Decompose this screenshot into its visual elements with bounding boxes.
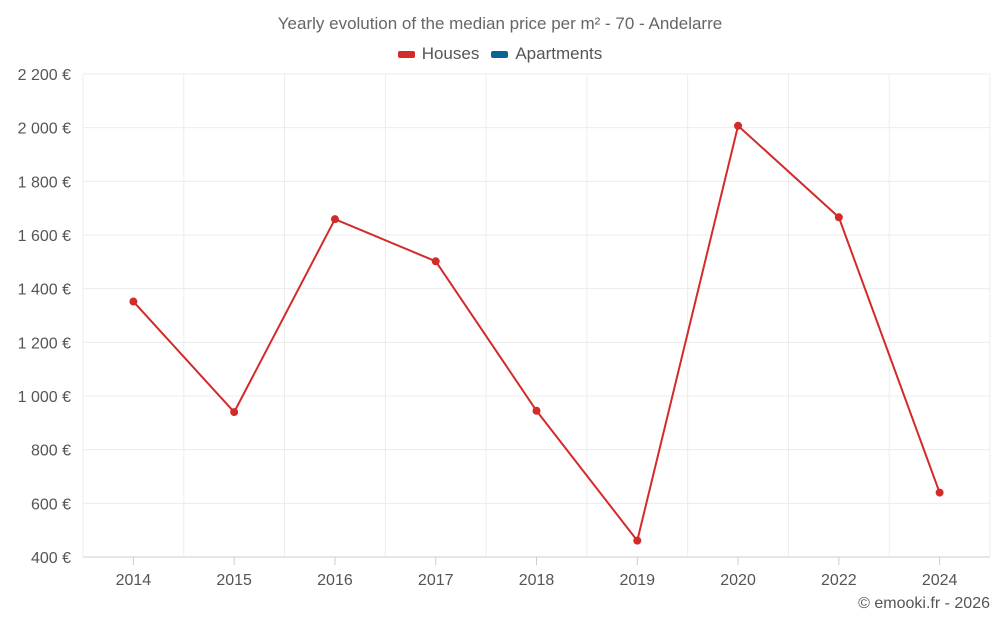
x-tick-label: 2015 [216,572,252,589]
data-point[interactable] [532,406,541,415]
y-tick-label: 1 800 € [18,174,71,191]
data-point[interactable] [230,408,239,417]
x-tick-label: 2020 [720,572,756,589]
series-group [129,121,944,545]
x-tick-label: 2018 [519,572,555,589]
x-tick-label: 2017 [418,572,454,589]
data-point[interactable] [734,121,743,130]
y-tick-label: 800 € [31,443,71,460]
credits[interactable]: © emooki.fr - 2026 [858,595,990,612]
grid [82,73,991,558]
y-tick-label: 400 € [31,550,71,567]
x-tick-label: 2024 [922,572,958,589]
y-tick-label: 1 000 € [18,389,71,406]
series-line-houses [132,124,941,542]
y-tick-label: 1 200 € [18,335,71,352]
legend-item-houses[interactable]: Houses [397,44,480,64]
y-tick-label: 2 000 € [18,121,71,138]
data-point[interactable] [330,215,339,224]
y-tick-label: 2 200 € [18,67,71,84]
x-tick-label: 2019 [619,572,655,589]
y-tick-label: 1 600 € [18,228,71,245]
y-tick-label: 600 € [31,496,71,513]
legend-label-apartments: Apartments [515,44,603,63]
legend-item-apartments[interactable]: Apartments [491,44,602,64]
x-tick-label: 2016 [317,572,353,589]
data-point[interactable] [633,536,642,545]
y-tick-label: 1 400 € [18,282,71,299]
y-axis: 400 € 600 € 800 € 1 000 € 1 200 € 1 400 € 1 60… [18,67,71,567]
data-point[interactable] [834,213,843,222]
legend: Houses Apartments [0,44,1000,64]
x-tick-label: 2014 [116,572,152,589]
legend-swatch-houses [397,50,415,58]
data-point[interactable] [935,488,944,497]
chart-title: Yearly evolution of the median price per… [277,14,723,33]
data-point[interactable] [129,297,138,306]
x-axis: 2014 2015 2016 2017 2018 2019 2020 2022 2024 [116,557,958,589]
x-tick-label: 2022 [821,572,857,589]
data-point[interactable] [431,257,440,266]
legend-label-houses: Houses [421,44,480,63]
legend-swatch-apartments [491,50,509,58]
